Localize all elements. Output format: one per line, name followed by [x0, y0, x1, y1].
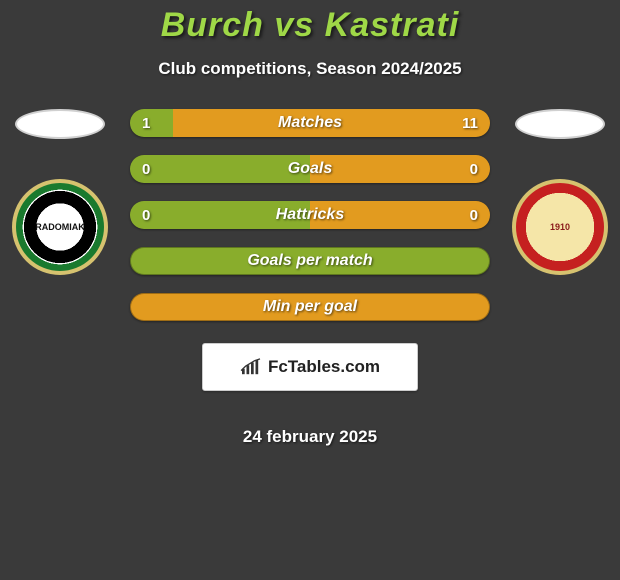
- chart-icon: [240, 358, 262, 376]
- main-row: RADOMIAK 1 Matches 11 0 Goals 0 0: [0, 109, 620, 447]
- stat-bar-mpg: Min per goal: [130, 293, 490, 321]
- brand-text: FcTables.com: [268, 357, 380, 377]
- left-club-badge: RADOMIAK: [12, 179, 108, 275]
- right-player-token: [515, 109, 605, 139]
- right-club-name: 1910: [550, 222, 570, 232]
- left-player-token: [15, 109, 105, 139]
- stat-bar-gpm: Goals per match: [130, 247, 490, 275]
- stat-right-value: 0: [470, 201, 478, 229]
- stat-label: Min per goal: [130, 293, 490, 321]
- stat-label: Goals: [130, 155, 490, 183]
- stat-label: Goals per match: [130, 247, 490, 275]
- stat-right-value: 0: [470, 155, 478, 183]
- left-club-name: RADOMIAK: [35, 222, 85, 232]
- stat-bar-goals: 0 Goals 0: [130, 155, 490, 183]
- comparison-widget: Burch vs Kastrati Club competitions, Sea…: [0, 0, 620, 447]
- left-column: RADOMIAK: [0, 109, 120, 275]
- brand-box[interactable]: FcTables.com: [202, 343, 418, 391]
- stat-bar-hattricks: 0 Hattricks 0: [130, 201, 490, 229]
- date-text: 24 february 2025: [130, 427, 490, 447]
- right-column: 1910: [500, 109, 620, 275]
- stat-label: Hattricks: [130, 201, 490, 229]
- stats-column: 1 Matches 11 0 Goals 0 0 Hattricks 0 Goa…: [120, 109, 500, 447]
- stat-label: Matches: [130, 109, 490, 137]
- right-club-badge: 1910: [512, 179, 608, 275]
- subtitle: Club competitions, Season 2024/2025: [0, 59, 620, 79]
- page-title: Burch vs Kastrati: [0, 6, 620, 45]
- stat-right-value: 11: [462, 109, 478, 137]
- stat-bar-matches: 1 Matches 11: [130, 109, 490, 137]
